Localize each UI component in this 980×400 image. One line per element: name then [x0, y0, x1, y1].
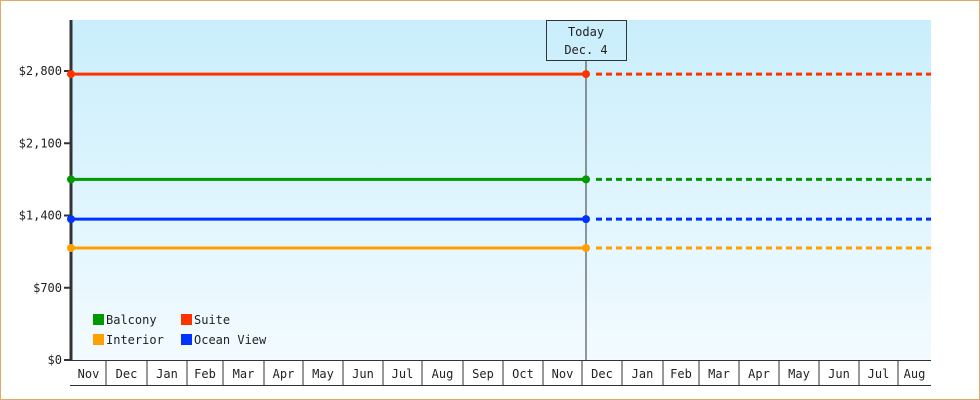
x-tick-label: Aug [904, 367, 926, 381]
series-point-interior [67, 244, 75, 253]
series-point-balcony [582, 175, 590, 184]
x-tick-label: May [312, 367, 334, 381]
x-tick-label: Jul [392, 367, 414, 381]
today-date: Dec. 4 [564, 43, 607, 57]
series-point-ocean-view [67, 215, 75, 224]
y-tick-label: $1,400 [19, 209, 62, 223]
x-tick-label: Jan [632, 367, 654, 381]
x-tick-label: Jun [352, 367, 374, 381]
x-tick-label: Mar [708, 367, 730, 381]
x-tick-label: Dec [116, 367, 138, 381]
legend-swatch [93, 334, 104, 345]
x-tick-label: Apr [748, 367, 770, 381]
x-tick-label: May [788, 367, 810, 381]
legend-swatch [181, 314, 192, 325]
series-point-interior [582, 244, 590, 253]
x-tick-label: Mar [233, 367, 255, 381]
x-tick-label: Jun [828, 367, 850, 381]
y-tick-label: $2,100 [19, 136, 62, 150]
legend-label: Suite [194, 313, 230, 327]
today-label: Today [568, 25, 604, 39]
series-point-suite [67, 70, 75, 79]
legend-swatch [93, 314, 104, 325]
series-point-ocean-view [582, 215, 590, 224]
x-tick-label: Apr [273, 367, 295, 381]
x-tick-label: Feb [670, 367, 692, 381]
x-tick-label: Nov [552, 367, 574, 381]
x-tick-label: Feb [194, 367, 216, 381]
y-tick-label: $2,800 [19, 64, 62, 78]
today-box [546, 20, 627, 61]
x-tick-label: Jan [156, 367, 178, 381]
series-point-suite [582, 70, 590, 79]
x-tick-label: Nov [78, 367, 100, 381]
x-tick-label: Dec [591, 367, 613, 381]
legend-swatch [181, 334, 192, 345]
x-tick-label: Oct [512, 367, 534, 381]
plot-area [71, 20, 931, 360]
x-tick-label: Jul [868, 367, 890, 381]
x-tick-label: Sep [472, 367, 494, 381]
y-tick-label: $700 [33, 281, 62, 295]
y-tick-label: $0 [48, 353, 62, 367]
legend-label: Interior [106, 333, 164, 347]
legend-label: Ocean View [194, 333, 267, 347]
series-point-balcony [67, 175, 75, 184]
legend-label: Balcony [106, 313, 157, 327]
x-tick-label: Aug [432, 367, 454, 381]
